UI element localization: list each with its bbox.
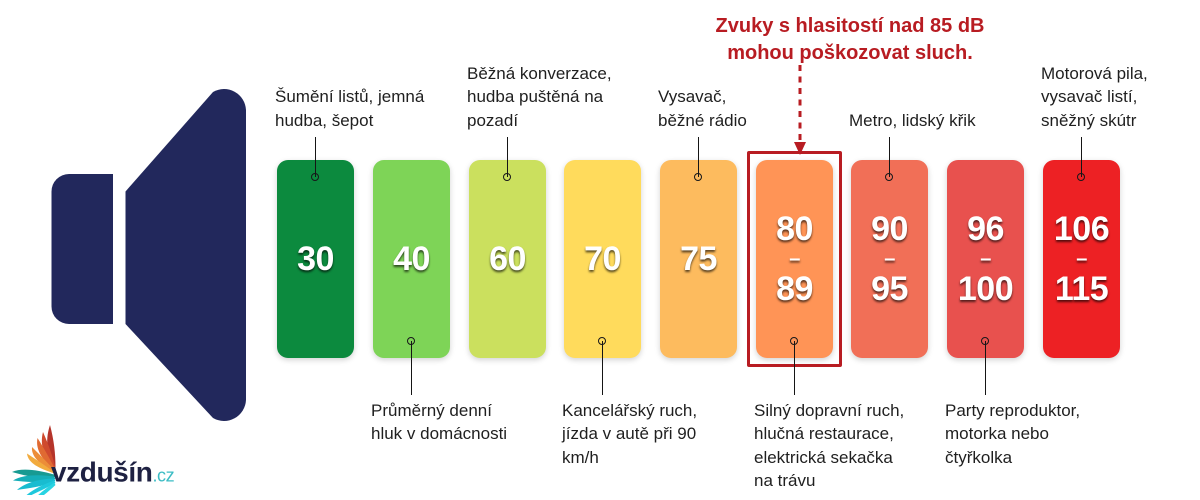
svg-text:vzdušín.cz: vzdušín.cz [51, 457, 175, 488]
